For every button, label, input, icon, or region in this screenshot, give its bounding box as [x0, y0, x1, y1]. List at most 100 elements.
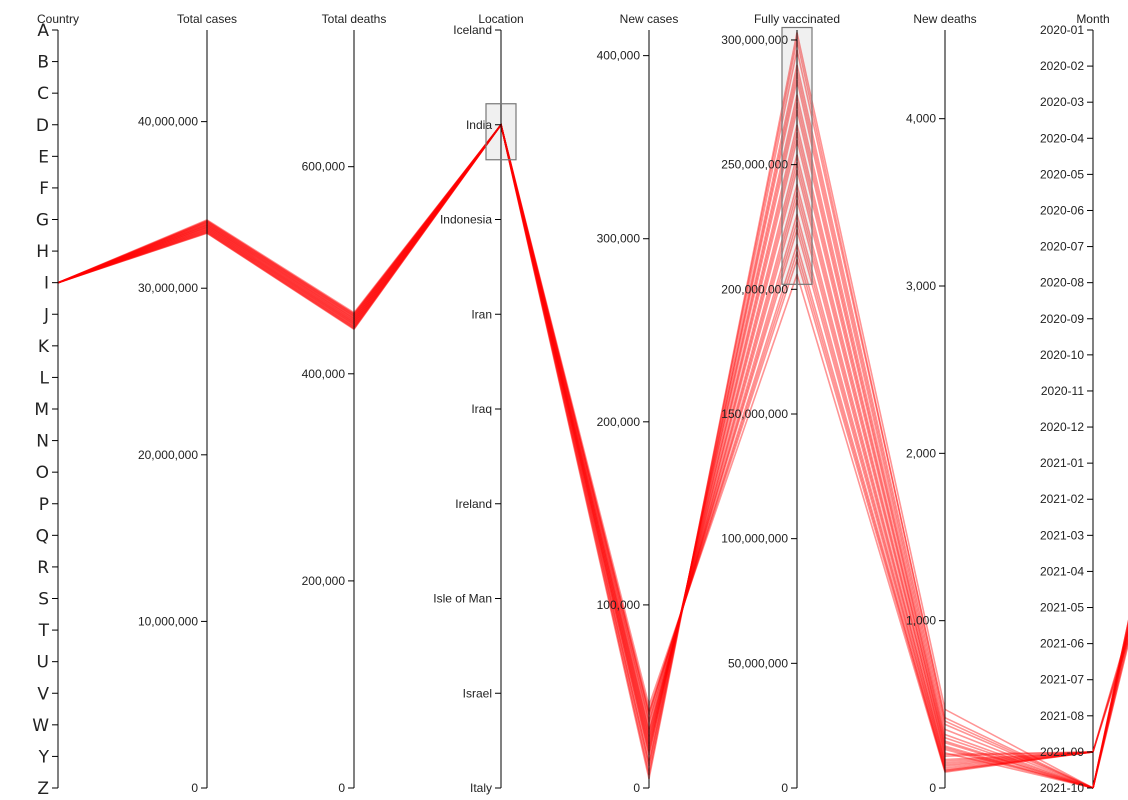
tick-label: Ireland — [455, 497, 492, 511]
tick-label: V — [37, 684, 49, 704]
brush-selection-location[interactable] — [485, 103, 517, 161]
tick-label: Isle of Man — [433, 592, 492, 606]
record-line — [57, 49, 1094, 789]
record-line — [57, 102, 1094, 789]
tick-label: 2020-05 — [1040, 167, 1084, 181]
tick-label: 50,000,000 — [728, 656, 788, 670]
axis-new-deaths[interactable]: New deaths 0 1,000 2,000 3,000 4,000 — [906, 12, 977, 795]
record-line — [57, 79, 1094, 789]
axis-title: Total cases — [177, 12, 237, 26]
tick-label: R — [37, 558, 49, 578]
tick-label: L — [40, 368, 50, 388]
axis-location[interactable]: LocationIcelandIndiaIndonesiaIranIraqIre… — [433, 12, 523, 795]
tick-label: F — [39, 179, 49, 199]
tick-label: U — [37, 653, 49, 673]
record-line — [57, 32, 1094, 789]
tick-label: 2020-07 — [1040, 240, 1084, 254]
tick-label: 10,000,000 — [138, 614, 198, 628]
tick-label: 400,000 — [302, 367, 346, 381]
brush-selection-fully-vaccinated[interactable] — [781, 26, 813, 285]
tick-label: 250,000,000 — [721, 158, 788, 172]
record-line — [57, 94, 1094, 789]
tick-label: 2020-08 — [1040, 276, 1084, 290]
record-line — [57, 122, 1094, 789]
record-line-continuation — [1092, 638, 1128, 753]
axis-title: Location — [478, 12, 523, 26]
axis-title: Total deaths — [322, 12, 387, 26]
brushes-group — [485, 26, 813, 285]
tick-label: 300,000 — [597, 232, 641, 246]
tick-label: 2021-09 — [1040, 745, 1084, 759]
axis-total-deaths[interactable]: Total deaths 0 200,000 400,000 600,000 — [302, 12, 387, 795]
tick-label: 2020-11 — [1041, 384, 1084, 398]
axis-title: Country — [37, 12, 79, 26]
tick-label: 200,000 — [302, 574, 346, 588]
tick-label: 2020-04 — [1040, 131, 1084, 145]
tick-label: 2021-08 — [1040, 709, 1084, 723]
tick-label: 400,000 — [597, 49, 641, 63]
tick-label: T — [38, 621, 50, 641]
record-line — [57, 123, 1094, 773]
tick-label: 2021-07 — [1040, 673, 1084, 687]
tick-label: 0 — [191, 781, 198, 795]
tick-label: Israel — [463, 686, 492, 700]
right-edge-continuation — [1092, 619, 1128, 789]
polylines-group — [57, 32, 1094, 789]
tick-label: W — [32, 716, 49, 736]
tick-label: I — [44, 274, 49, 294]
tick-label: 2021-02 — [1040, 492, 1084, 506]
tick-label: 1,000 — [906, 614, 936, 628]
axis-new-cases[interactable]: New cases 0 100,000 200,000 300,000 400,000 — [597, 12, 679, 795]
record-line — [57, 122, 1094, 764]
record-line — [57, 72, 1094, 789]
tick-label: 40,000,000 — [138, 115, 198, 129]
tick-label: 2020-02 — [1040, 59, 1084, 73]
tick-label: 2021-10 — [1040, 781, 1084, 795]
tick-label: Iceland — [453, 23, 492, 37]
record-line — [57, 122, 1094, 789]
record-line — [57, 39, 1094, 789]
tick-label: 2021-06 — [1040, 637, 1084, 651]
tick-label: 2020-01 — [1040, 23, 1084, 37]
axis-total-cases[interactable]: Total cases 0 10,000,000 20,000,000 30,000,0… — [138, 12, 237, 795]
tick-label: 0 — [781, 781, 788, 795]
tick-label: Italy — [470, 781, 492, 795]
tick-label: 200,000,000 — [721, 282, 788, 296]
record-line — [57, 122, 1094, 768]
tick-label: J — [43, 305, 49, 325]
tick-label: 2021-01 — [1040, 456, 1084, 470]
tick-label: 2020-03 — [1040, 95, 1084, 109]
tick-label: Indonesia — [440, 213, 492, 227]
axis-fully-vaccinated[interactable]: Fully vaccinated 0 50,000,000 100,000,000 15… — [721, 12, 840, 795]
record-line — [57, 123, 1094, 771]
tick-label: 4,000 — [906, 112, 936, 126]
tick-label: 150,000,000 — [721, 407, 788, 421]
tick-label: 0 — [929, 781, 936, 795]
tick-label: M — [34, 400, 49, 420]
tick-label: D — [36, 116, 49, 136]
tick-label: 100,000,000 — [721, 532, 788, 546]
record-line — [57, 122, 1094, 766]
tick-label: 0 — [338, 781, 345, 795]
tick-label: 0 — [633, 781, 640, 795]
record-line — [57, 123, 1094, 772]
tick-label: 200,000 — [597, 415, 641, 429]
tick-label: B — [37, 53, 49, 73]
record-line — [57, 122, 1094, 756]
tick-label: 600,000 — [302, 160, 346, 174]
axis-title: Fully vaccinated — [754, 12, 840, 26]
tick-label: 100,000 — [597, 598, 641, 612]
tick-label: 2020-10 — [1040, 348, 1084, 362]
tick-label: Q — [36, 526, 49, 546]
tick-label: 300,000,000 — [721, 33, 788, 47]
tick-label: A — [37, 21, 49, 41]
tick-label: 2021-03 — [1040, 528, 1084, 542]
tick-label: N — [36, 432, 49, 452]
record-line — [57, 64, 1094, 789]
tick-label: 3,000 — [906, 279, 936, 293]
